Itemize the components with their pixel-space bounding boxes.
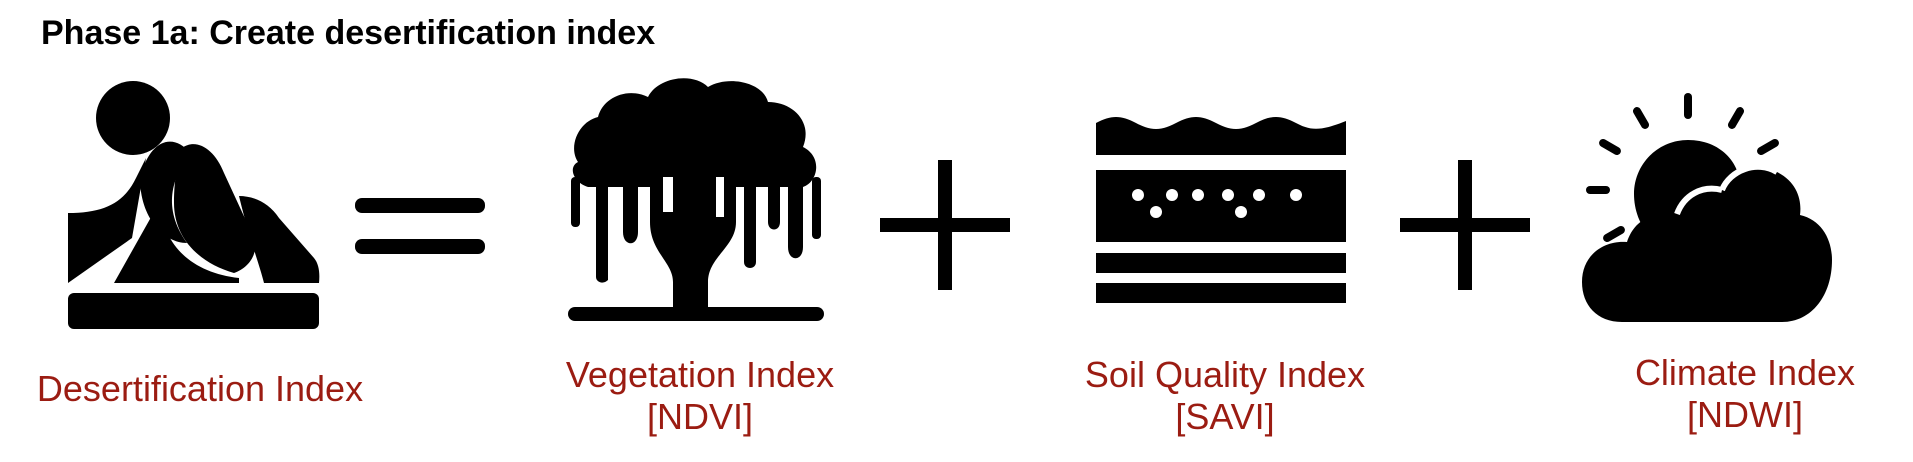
sun-cloud-icon: [1582, 93, 1832, 322]
desert-icon: [68, 81, 320, 329]
equals-icon: [355, 198, 485, 254]
plus-icon: [1400, 160, 1530, 290]
tree-icon: [568, 78, 824, 321]
soil-quality-label: Soil Quality Index [SAVI]: [1084, 354, 1366, 437]
vegetation-label: Vegetation Index [NDVI]: [565, 354, 835, 437]
page-title: Phase 1a: Create desertification index: [41, 14, 656, 52]
climate-label: Climate Index [NDWI]: [1634, 352, 1856, 435]
plus-icon: [880, 160, 1010, 290]
soil-layers-icon: [1096, 117, 1346, 303]
desertification-label: Desertification Index: [36, 368, 364, 409]
